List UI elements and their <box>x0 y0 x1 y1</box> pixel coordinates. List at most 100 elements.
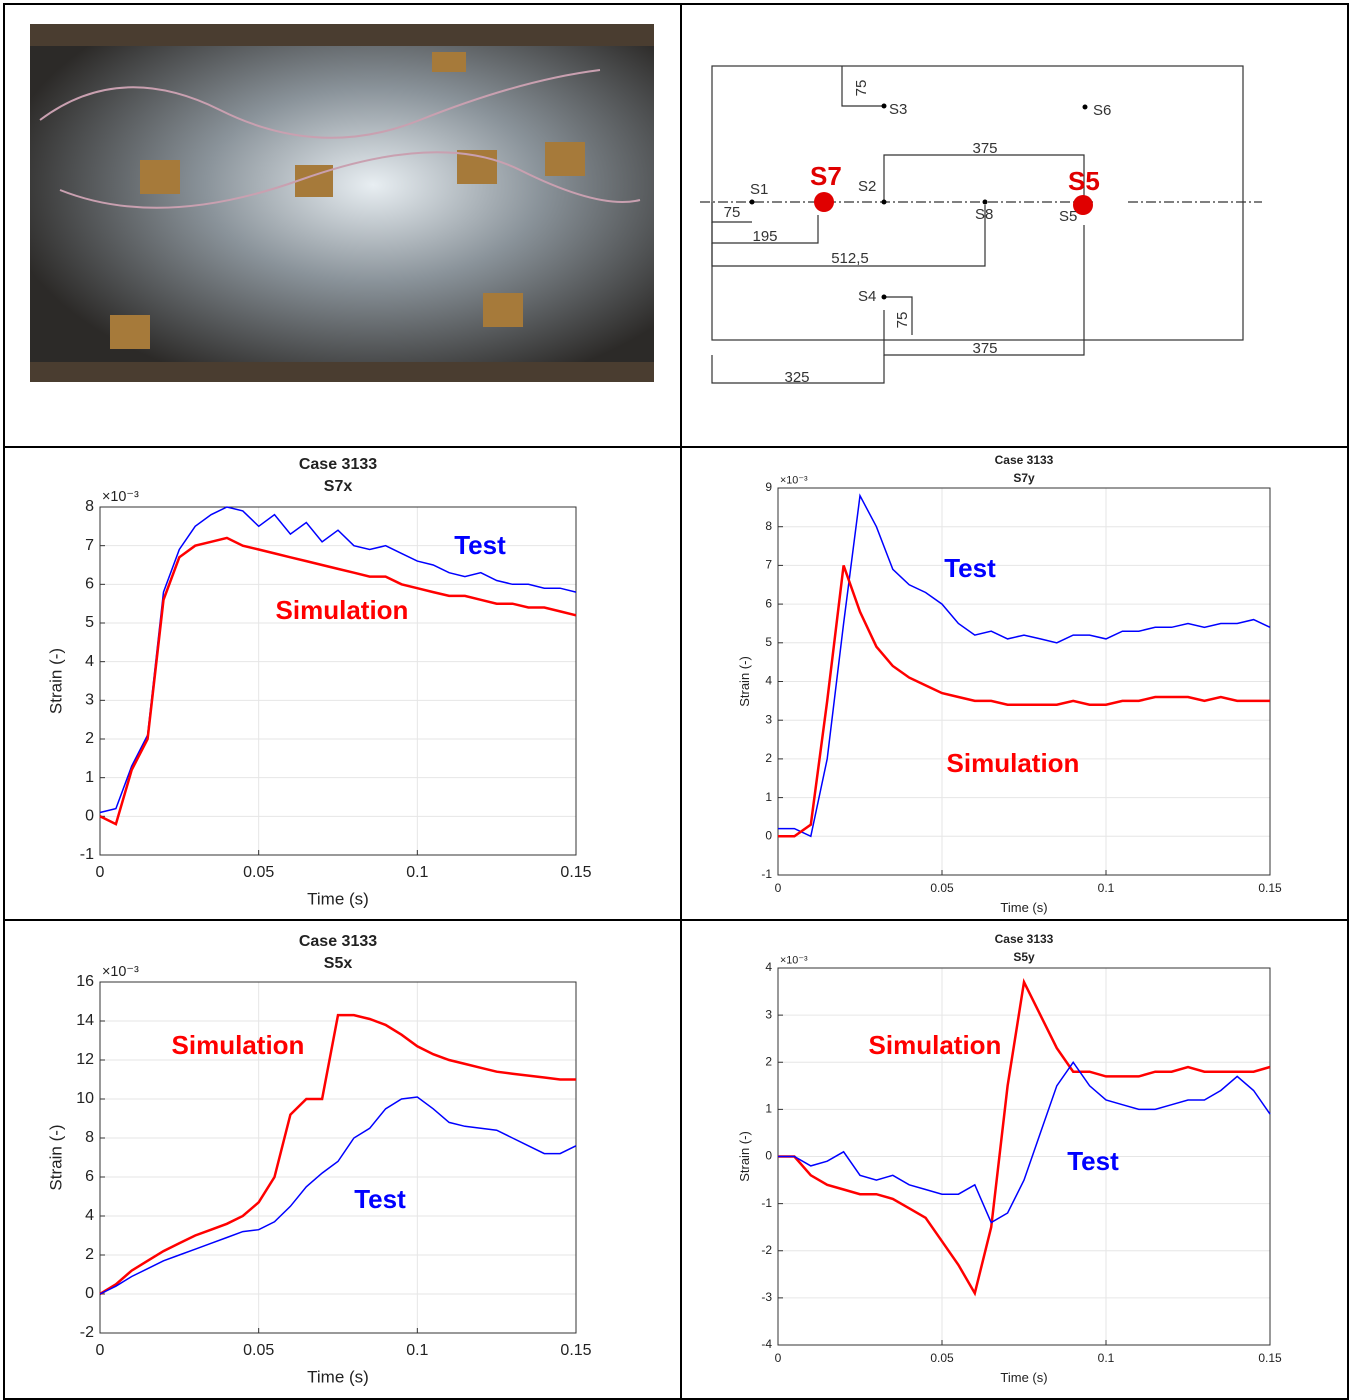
series-label: Test <box>454 530 506 560</box>
axes-box <box>99 981 577 1334</box>
series-label: Simulation <box>276 595 409 625</box>
chart-title: Case 3133 <box>299 456 377 473</box>
x-tick-label: 0 <box>96 1342 105 1359</box>
x-tick-label: 0.1 <box>406 1342 428 1359</box>
chart-title: Case 3133 <box>995 453 1054 467</box>
y-tick-label: 3 <box>765 712 772 726</box>
x-tick-label: 0.05 <box>930 881 954 895</box>
y-tick-label: 5 <box>765 635 772 649</box>
y-multiplier: ×10⁻³ <box>780 955 808 967</box>
y-tick-label: -2 <box>80 1324 94 1341</box>
x-axis-label: Time (s) <box>307 889 369 908</box>
y-tick-label: -1 <box>80 846 94 863</box>
x-tick-label: 0.15 <box>1258 881 1282 895</box>
x-axis-label: Time (s) <box>307 1367 369 1386</box>
series-label: Simulation <box>869 1030 1002 1060</box>
series-line <box>99 1096 577 1295</box>
chart-title: Case 3133 <box>995 932 1054 946</box>
dimension: 195 <box>752 228 777 245</box>
y-tick-label: 2 <box>765 1054 772 1068</box>
series-line <box>99 536 577 826</box>
y-axis-label: Strain (-) <box>46 1124 65 1190</box>
x-tick-label: 0 <box>775 1351 782 1365</box>
series-line <box>778 564 1270 838</box>
x-tick-label: 0 <box>96 864 105 881</box>
y-tick-label: 9 <box>765 480 772 494</box>
y-tick-label: 0 <box>85 1285 94 1302</box>
y-tick-label: 7 <box>85 537 94 554</box>
x-tick-label: 0.1 <box>406 864 428 881</box>
x-tick-label: 0.15 <box>560 1342 591 1359</box>
y-tick-label: -1 <box>761 1196 772 1210</box>
plot-area <box>100 982 576 1333</box>
series-label: Simulation <box>947 748 1080 778</box>
chart-subtitle: S5y <box>1013 950 1035 964</box>
y-tick-label: 8 <box>765 519 772 533</box>
y-tick-label: 4 <box>85 1207 94 1224</box>
y-tick-label: 2 <box>85 1246 94 1263</box>
sensor-diagram: S3 S6 S1 S2 S8 S5 S4 S7 S5 75 375 75 195… <box>700 65 1262 386</box>
sensor-label: S5 <box>1059 208 1077 225</box>
y-tick-label: 4 <box>85 653 94 670</box>
y-tick-label: 8 <box>85 1129 94 1146</box>
highlight-label: S7 <box>810 161 842 191</box>
x-tick-label: 0.15 <box>560 864 591 881</box>
y-tick-label: 2 <box>85 730 94 747</box>
y-tick-label: 14 <box>76 1012 94 1029</box>
plot-area <box>100 507 576 855</box>
y-multiplier: ×10⁻³ <box>102 964 139 980</box>
sensor-label: S2 <box>858 178 876 195</box>
y-tick-label: 12 <box>76 1051 94 1068</box>
sensor-label: S6 <box>1093 102 1111 119</box>
dimension: 75 <box>853 80 870 97</box>
y-tick-label: 4 <box>765 960 772 974</box>
series-line <box>778 493 1271 838</box>
y-tick-label: 1 <box>85 769 94 786</box>
x-tick-label: 0.05 <box>243 1342 274 1359</box>
y-tick-label: 2 <box>765 751 772 765</box>
y-tick-label: -1 <box>761 867 772 881</box>
axes-box <box>777 487 1271 876</box>
y-tick-label: 4 <box>765 674 772 688</box>
chart-subtitle: S7y <box>1013 471 1035 485</box>
x-axis-label: Time (s) <box>1000 1370 1047 1385</box>
y-multiplier: ×10⁻³ <box>780 475 808 487</box>
series-line <box>778 1060 1271 1224</box>
y-tick-label: 6 <box>85 576 94 593</box>
sensor-label: S8 <box>975 206 993 223</box>
series-label: Test <box>944 553 996 583</box>
photo <box>30 24 654 382</box>
dimension: 75 <box>724 204 741 221</box>
x-tick-label: 0 <box>775 881 782 895</box>
dimension: 375 <box>972 340 997 357</box>
y-axis-label: Strain (-) <box>46 648 65 714</box>
dimension: 512,5 <box>831 250 869 267</box>
y-tick-label: 10 <box>76 1090 94 1107</box>
chart-subtitle: S5x <box>324 955 353 972</box>
highlight-label: S5 <box>1068 166 1100 196</box>
table-borders <box>3 3 1349 1400</box>
x-tick-label: 0.1 <box>1098 1351 1115 1365</box>
y-tick-label: 1 <box>765 1102 772 1116</box>
y-tick-label: 5 <box>85 614 94 631</box>
axes-box <box>99 506 577 856</box>
dimension: 325 <box>784 369 809 386</box>
series-label: Test <box>1067 1146 1119 1176</box>
y-tick-label: 0 <box>765 828 772 842</box>
y-tick-label: 3 <box>765 1007 772 1021</box>
series-line <box>99 506 577 814</box>
x-tick-label: 0.15 <box>1258 1351 1282 1365</box>
x-axis-label: Time (s) <box>1000 900 1047 915</box>
series-label: Test <box>354 1184 406 1214</box>
x-tick-label: 0.05 <box>243 864 274 881</box>
y-axis-label: Strain (-) <box>737 656 752 707</box>
y-tick-label: 0 <box>85 808 94 825</box>
y-tick-label: 0 <box>765 1149 772 1163</box>
sensor-label: S1 <box>750 181 768 198</box>
sensor-label: S4 <box>858 288 876 305</box>
y-axis-label: Strain (-) <box>737 1131 752 1182</box>
y-tick-label: 3 <box>85 692 94 709</box>
y-tick-label: 6 <box>765 596 772 610</box>
sensor-label: S3 <box>889 101 907 118</box>
y-tick-label: 7 <box>765 558 772 572</box>
